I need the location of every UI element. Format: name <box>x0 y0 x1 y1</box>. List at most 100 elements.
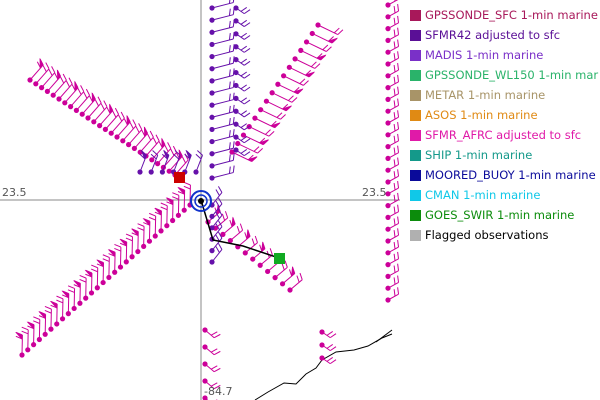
barb-feather <box>45 62 50 70</box>
wind-barb <box>209 80 235 96</box>
observation-dot <box>83 295 89 301</box>
barb-feather <box>67 285 75 289</box>
wind-barb <box>159 149 170 175</box>
wind-barb-map[interactable] <box>0 0 400 400</box>
observation-dot <box>209 248 215 254</box>
barb-feather <box>329 359 337 365</box>
wind-barb <box>209 243 223 265</box>
legend-item[interactable]: ASOS 1-min marine <box>408 106 600 126</box>
wind-barb <box>385 157 400 173</box>
barb-feather <box>314 63 321 69</box>
barb-feather <box>239 223 244 231</box>
legend-item[interactable]: GPSSONDE_WL150 1-min mar <box>408 66 600 86</box>
observation-dot <box>385 132 391 138</box>
barb-staff <box>211 111 234 118</box>
barb-feather <box>291 97 298 103</box>
legend-item[interactable]: SFMR_AFRC adjusted to sfc <box>408 126 600 146</box>
wind-barb <box>252 115 281 129</box>
observation-dot <box>79 111 85 117</box>
barb-feather <box>243 9 251 15</box>
legend-item[interactable]: Flagged observations <box>408 226 600 246</box>
barb-pennant <box>107 249 116 258</box>
barb-feather <box>215 234 220 242</box>
observation-dot <box>209 163 215 169</box>
barb-feather <box>243 112 251 118</box>
wind-barb <box>126 123 143 148</box>
barb-pennant <box>142 218 150 227</box>
barb-staff <box>283 75 304 86</box>
legend-item[interactable]: MOORED_BUOY 1-min marine <box>408 166 600 186</box>
barb-feather <box>393 218 396 226</box>
barb-pennant <box>26 321 35 330</box>
barb-feather <box>397 4 400 12</box>
barb-feather <box>326 344 334 349</box>
observation-dot <box>303 39 310 45</box>
legend-item[interactable]: METAR 1-min marine <box>408 86 600 106</box>
wind-barb <box>385 181 400 197</box>
observation-dot <box>287 287 293 293</box>
wind-barb <box>281 73 309 86</box>
legend-label: ASOS 1-min marine <box>425 108 538 122</box>
barb-feather <box>148 216 156 221</box>
barb-feather <box>253 146 260 152</box>
barb-feather <box>265 129 271 135</box>
barb-feather <box>397 51 400 59</box>
barb-feather <box>228 69 231 77</box>
barb-feather <box>281 263 285 271</box>
barb-feather <box>21 326 29 331</box>
legend-item[interactable]: GPSSONDE_SFC 1-min marine <box>408 6 600 26</box>
barb-feather <box>397 145 400 153</box>
wind-barb <box>233 95 251 105</box>
barb-feather <box>217 186 223 193</box>
barb-feather <box>397 251 400 259</box>
barb-feather <box>397 204 400 212</box>
barb-feather <box>150 153 157 160</box>
barb-feather <box>243 73 251 79</box>
barb-feather <box>257 147 264 154</box>
barb-pennant <box>84 269 92 278</box>
barb-staff <box>52 79 67 96</box>
observation-dot <box>114 134 120 140</box>
legend-swatch <box>410 210 421 221</box>
barb-feather <box>181 156 187 164</box>
legend-item[interactable]: SFMR42 adjusted to sfc <box>408 26 600 46</box>
observation-dot <box>94 285 100 291</box>
observation-dot <box>202 378 208 384</box>
barb-staff <box>260 109 281 120</box>
observation-dot <box>112 269 118 275</box>
barb-staff <box>211 2 234 9</box>
legend-swatch <box>410 30 421 41</box>
coastline <box>254 329 393 400</box>
barb-feather <box>228 57 231 65</box>
storm-center-dot <box>198 198 204 204</box>
barb-staff <box>252 248 266 260</box>
legend-item[interactable]: SHIP 1-min marine <box>408 146 600 166</box>
barb-feather <box>172 192 180 196</box>
legend-item[interactable]: MADIS 1-min marine <box>408 46 600 66</box>
barb-feather <box>217 231 223 239</box>
observation-dot <box>88 290 95 296</box>
barb-feather <box>240 84 248 90</box>
observation-dot <box>36 336 42 343</box>
barb-staff <box>211 62 234 70</box>
wind-barb <box>102 107 120 132</box>
barb-feather <box>393 241 396 250</box>
legend-item[interactable]: CMAN 1-min marine <box>408 186 600 206</box>
barb-feather <box>228 45 231 53</box>
map-panel[interactable]: 23.5 23.5 -84.7 <box>0 0 400 400</box>
observation-dot <box>209 78 215 84</box>
wind-barb <box>209 0 235 11</box>
wind-barb <box>235 140 264 154</box>
barb-feather <box>393 88 396 96</box>
legend-item[interactable]: GOES_SWIR 1-min marine <box>408 206 600 226</box>
storm-center-circle <box>190 190 212 212</box>
wind-barb <box>385 204 400 220</box>
observation-dot <box>209 138 215 145</box>
barb-feather <box>262 241 266 249</box>
barb-feather <box>114 243 122 248</box>
barb-feather <box>91 264 98 269</box>
observation-dot <box>170 217 176 224</box>
observation-dot <box>233 108 239 114</box>
observation-dot <box>209 29 215 35</box>
